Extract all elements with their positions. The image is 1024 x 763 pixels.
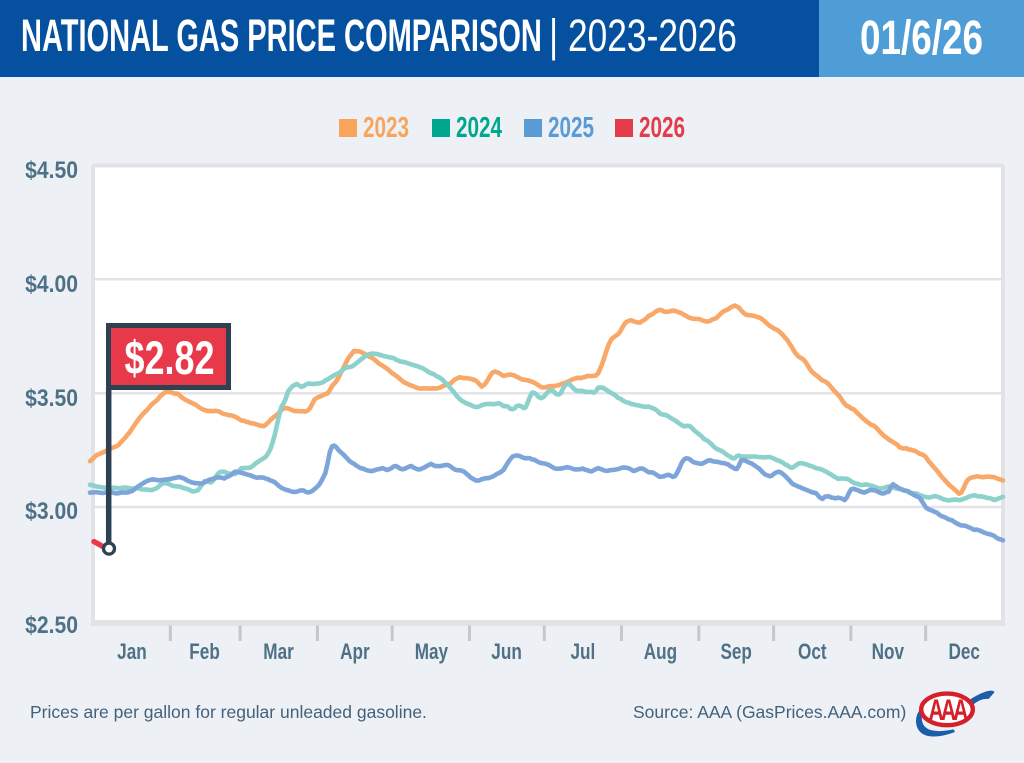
svg-text:AAA: AAA [928,695,967,727]
